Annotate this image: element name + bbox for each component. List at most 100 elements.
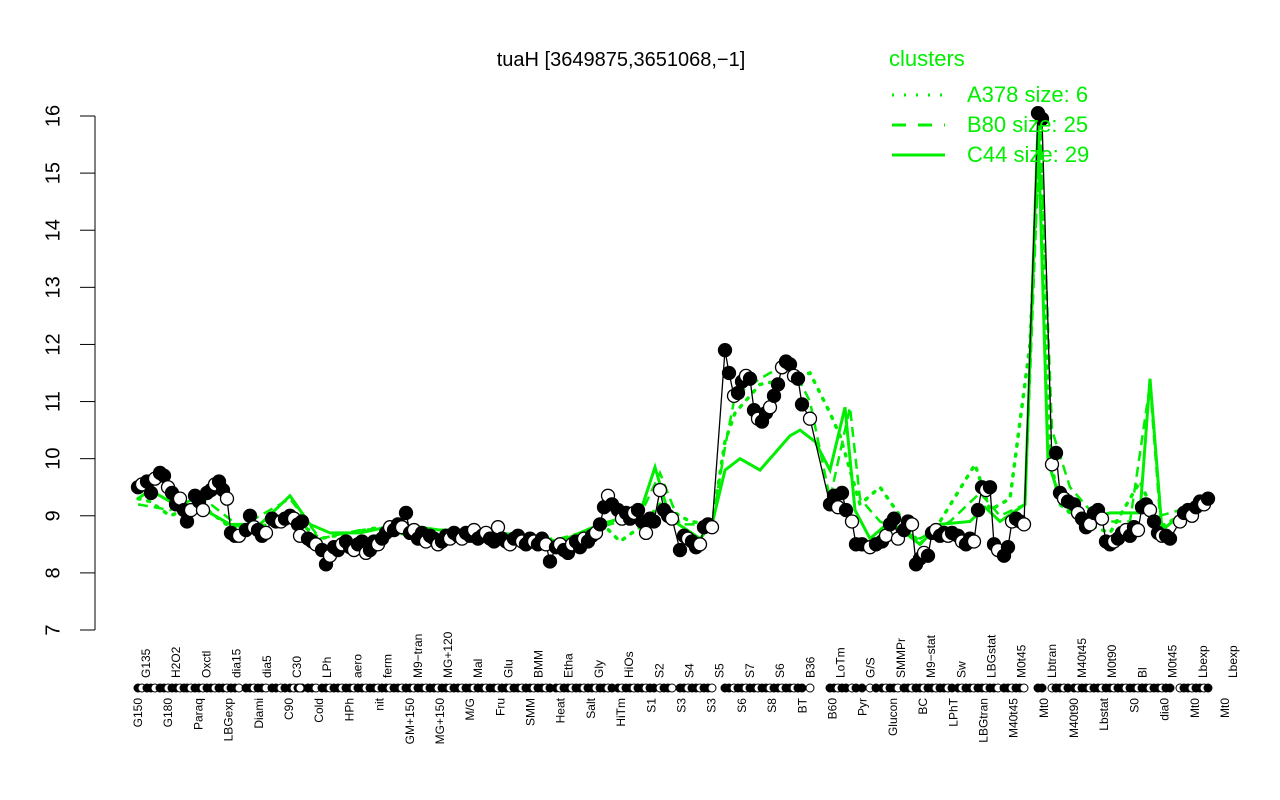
data-point (1048, 445, 1064, 461)
x-tick-label-bottom: M/G (463, 698, 477, 721)
data-point (920, 548, 936, 563)
x-tick-label-top: M40t45 (1075, 638, 1089, 678)
data-point (592, 517, 608, 532)
y-tick-label: 14 (42, 219, 64, 241)
x-tick-label-top: MG+120 (441, 631, 455, 678)
data-point (692, 537, 708, 552)
x-tick-label-top: Lbexp (1196, 645, 1210, 678)
x-tick-label-bottom: M40t45 (1007, 698, 1021, 738)
data-point (1000, 540, 1016, 555)
data-point (834, 485, 850, 501)
data-point (1130, 522, 1146, 538)
rug-marker (667, 683, 677, 693)
data-point (195, 502, 211, 518)
x-tick-label-bottom: S6 (735, 698, 749, 713)
data-point (717, 343, 733, 358)
x-tick-label-bottom: LBGexp (222, 698, 236, 742)
y-tick-label: 11 (42, 391, 64, 412)
data-point (982, 480, 998, 495)
rug-marker (1037, 683, 1047, 693)
x-tick-label-bottom: S3 (705, 698, 719, 713)
x-tick-label-top: HiOs (622, 651, 636, 678)
rug-marker (857, 683, 867, 693)
x-tick-label-top: M0t90 (1105, 644, 1119, 678)
x-tick-label-top: M0t45 (1166, 644, 1180, 678)
data-point (966, 534, 982, 549)
x-tick-label-top: S7 (743, 663, 757, 678)
x-axis-labels: G135 H2O2 Oxctl dia15 dia5 C30 LPh aero ferm M9−t… (131, 631, 1240, 744)
data-point (652, 482, 668, 498)
data-points (130, 105, 1216, 572)
x-tick-label-bottom: Cold (312, 698, 326, 723)
x-tick-label-bottom: G150 (131, 698, 145, 728)
y-tick-label: 9 (42, 510, 64, 521)
data-point (1200, 491, 1216, 506)
rug-marker (1203, 683, 1213, 693)
data-point (1094, 511, 1110, 526)
rug-marker (295, 683, 305, 693)
x-tick-label-bottom: Paraq (191, 698, 205, 730)
x-tick-label-top: G/S (864, 657, 878, 678)
x-tick-label-bottom: S8 (765, 698, 779, 713)
x-tick-label-bottom: Pyr (856, 698, 870, 716)
x-tick-label-bottom: LPhT (946, 697, 960, 726)
x-tick-label-top: S5 (713, 663, 727, 678)
data-point (638, 525, 654, 541)
data-point (838, 502, 854, 518)
x-tick-label-bottom: BC (916, 698, 930, 715)
x-tick-label-bottom: S1 (644, 698, 658, 713)
x-tick-label-top: S6 (773, 663, 787, 678)
data-point (844, 514, 860, 529)
y-tick-label: 10 (42, 448, 64, 470)
y-tick-label: 8 (42, 567, 64, 578)
data-point (1162, 531, 1178, 546)
legend-entry-c44: C44 size: 29 (967, 142, 1089, 167)
x-tick-label-bottom: GM+150 (403, 698, 417, 745)
x-tick-label-top: Bl (1135, 667, 1149, 678)
x-tick-label-bottom: Mt0 (1218, 698, 1232, 718)
x-tick-label-top: Mal (471, 659, 485, 678)
data-point (704, 520, 720, 535)
x-tick-label-bottom: Heat (554, 697, 568, 723)
data-point (258, 525, 274, 541)
x-tick-label-bottom: Mt0 (1188, 698, 1202, 718)
legend-title: clusters (889, 46, 965, 71)
x-tick-label-top: H2O2 (169, 646, 183, 678)
x-tick-label-top: C30 (290, 656, 304, 678)
data-point (802, 411, 818, 426)
x-tick-label-top: S2 (652, 663, 666, 678)
data-point (143, 485, 159, 501)
rug-marker (797, 683, 807, 693)
x-tick-label-top: Lbtran (1045, 644, 1059, 678)
x-tick-label-bottom: S3 (675, 698, 689, 713)
x-tick-label-top: ferm (381, 654, 395, 678)
data-point (1034, 111, 1050, 127)
data-point (398, 505, 414, 521)
rug-marker (1165, 683, 1175, 693)
x-tick-label-top: aero (350, 654, 364, 678)
data-point (672, 542, 688, 558)
x-tick-label-bottom: B60 (825, 698, 839, 720)
data-point (721, 365, 737, 381)
x-tick-label-top: Lbexp (1226, 645, 1240, 678)
y-tick-label: 13 (42, 276, 64, 298)
x-tick-label-top: Etha (562, 653, 576, 678)
x-tick-label-top: S4 (683, 663, 697, 678)
data-point (770, 377, 786, 392)
x-tick-label-bottom: Glucon (886, 698, 900, 736)
rug-marker (707, 683, 717, 693)
x-tick-label-bottom: Diami (252, 698, 266, 729)
data-point (970, 502, 986, 518)
x-tick-label-bottom: HPh (342, 698, 356, 721)
x-tick-label-bottom: G180 (161, 698, 175, 728)
rug-marker (1019, 683, 1029, 693)
x-tick-label-top: Oxctl (199, 651, 213, 678)
x-tick-label-bottom: SMM (524, 698, 538, 726)
legend-entry-a378: A378 size: 6 (967, 82, 1088, 107)
y-tick-label: 16 (42, 105, 64, 127)
y-tick-label: 12 (42, 333, 64, 355)
x-tick-label-top: LPh (320, 657, 334, 678)
data-point (542, 554, 558, 569)
x-tick-label-bottom: Salt (584, 697, 598, 718)
chart-title: tuaH [3649875,3651068,−1] (497, 49, 746, 71)
